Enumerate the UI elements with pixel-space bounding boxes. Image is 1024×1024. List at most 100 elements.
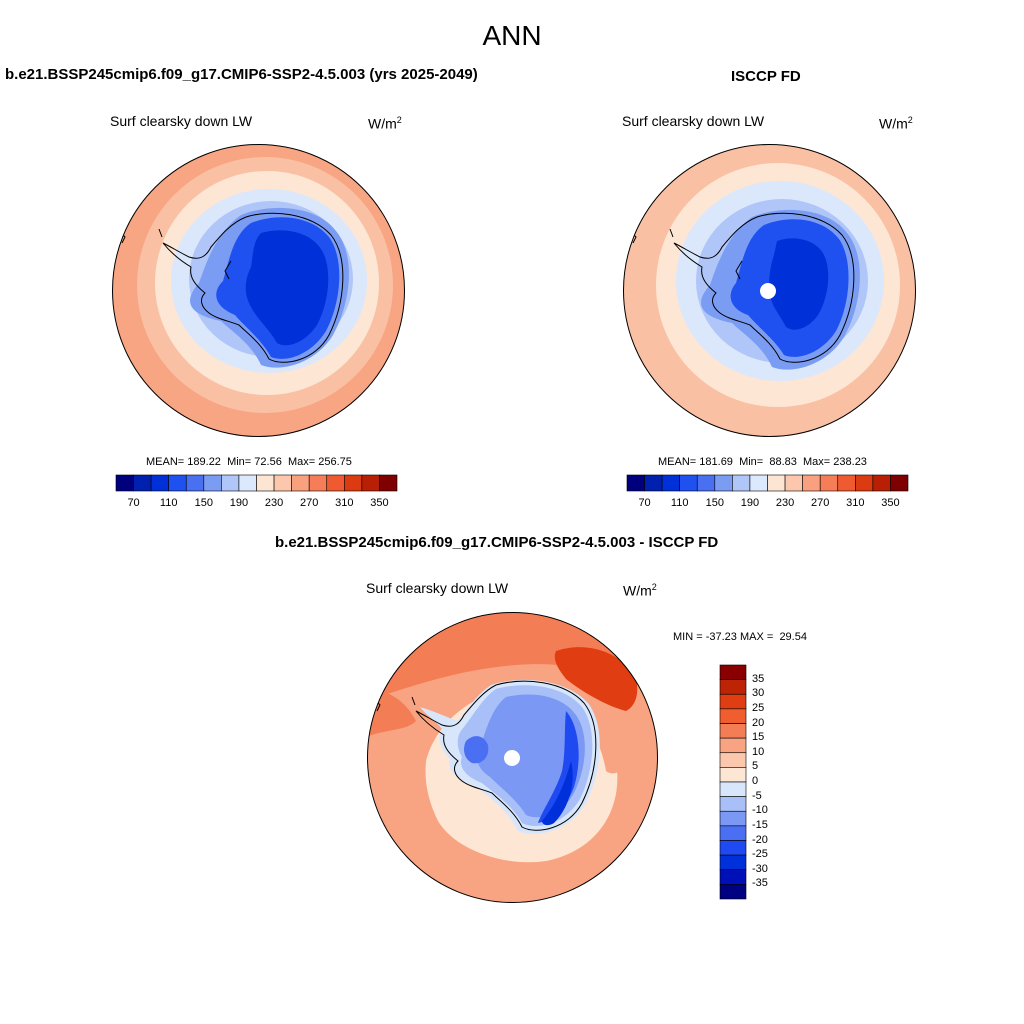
model-stats: MEAN= 189.22 Min= 72.56 Max= 256.75 [146,456,352,468]
obs-colorbar-swatch [749,474,768,492]
diff-stats: MIN = -37.23 MAX = 29.54 [673,631,807,643]
model-colorbar [115,474,398,492]
model-variable-label: Surf clearsky down LW [110,113,253,129]
obs-panel-title: ISCCP FD [731,68,801,85]
obs-colorbar-swatch [819,474,839,492]
diff-colorbar-tick-label: -20 [752,833,768,846]
obs-colorbar-tick-label: 270 [811,497,830,509]
diff-colorbar-swatch [719,810,747,827]
obs-colorbar-tick-label: 350 [881,497,900,509]
obs-colorbar-tick-label: 230 [775,497,795,509]
diff-colorbar-swatch [719,708,747,724]
figure-title: ANN [482,20,542,51]
diff-field-strong-north [367,612,658,701]
diff-polar-map [367,612,658,903]
model-colorbar-swatch [308,474,328,492]
diff-colorbar-swatch [719,869,747,885]
obs-colorbar-swatch [802,474,821,492]
model-colorbar-tick-label: 70 [127,497,140,509]
model-colorbar-swatch [326,474,345,492]
model-colorbar-swatch [238,474,257,492]
obs-colorbar-swatch [837,474,856,492]
diff-units: W/m2 [623,582,657,599]
model-colorbar-swatch [133,474,152,492]
diff-colorbar-swatch [719,840,747,856]
diff-colorbar-tick-label: -5 [752,789,762,802]
model-polar-map [112,144,405,437]
obs-colorbar-swatch [679,474,698,492]
model-colorbar-tick-label: 190 [229,497,249,509]
diff-field-peak-ne [554,647,638,711]
model-colorbar-swatch [361,474,380,492]
obs-field-band-0 [769,238,829,330]
model-colorbar-swatch [203,474,222,492]
obs-colorbar-tick-label: 110 [670,497,689,509]
obs-colorbar-swatch [644,474,663,492]
obs-colorbar-swatch [661,474,680,492]
diff-colorbar-swatch [719,723,747,739]
obs-colorbar-swatch [696,474,716,492]
diff-colorbar-ticks: 35 30 25 20 15 10 5 0 -5 -10 -15 -20 -25 -30 -35 [752,665,792,899]
obs-colorbar-swatch [767,474,786,492]
diff-colorbar [719,664,747,900]
obs-colorbar-swatch [714,474,733,492]
diff-field-band-neg20 [464,736,489,764]
model-colorbar-ticks: 70 110 150 190 230 270 310 350 [116,497,397,511]
obs-colorbar-tick-label: 310 [846,497,865,509]
diff-colorbar-tick-label: 35 [752,672,765,685]
model-colorbar-swatch [221,474,240,492]
obs-colorbar-swatch [872,474,891,492]
model-field-band-0 [245,230,329,346]
diff-colorbar-swatch [719,752,747,768]
diff-colorbar-tick-label: -10 [752,804,768,817]
diff-colorbar-tick-label: 30 [752,687,765,700]
obs-colorbar-swatch [855,474,874,492]
model-colorbar-swatch [291,474,310,492]
diff-colorbar-swatch [719,693,747,710]
obs-units: W/m2 [879,115,913,132]
obs-stats: MEAN= 181.69 Min= 88.83 Max= 238.23 [658,456,867,468]
obs-colorbar-tick-label: 190 [740,497,760,509]
diff-missing-pole [504,750,520,766]
obs-polar-map [623,144,916,437]
diff-colorbar-swatch [719,825,747,841]
model-colorbar-tick-label: 230 [264,497,284,509]
model-coastline [162,212,344,363]
diff-colorbar-swatch [719,664,747,680]
model-colorbar-swatch [273,474,292,492]
diff-colorbar-swatch [719,679,747,695]
model-colorbar-swatch [150,474,169,492]
model-colorbar-tick-label: 350 [370,497,389,509]
model-colorbar-swatch [256,474,275,492]
diff-colorbar-tick-label: 20 [752,716,765,729]
obs-colorbar-swatch [890,474,909,492]
diff-panel-title: b.e21.BSSP245cmip6.f09_g17.CMIP6-SSP2-4.… [275,534,719,551]
diff-colorbar-swatch [719,854,747,871]
diff-colorbar-tick-label: -30 [752,862,768,875]
model-colorbar-swatch [115,474,134,492]
model-units: W/m2 [368,115,402,132]
diff-colorbar-tick-label: 25 [752,701,765,714]
diff-colorbar-tick-label: -35 [752,877,768,890]
model-colorbar-tick-label: 150 [194,497,213,509]
model-colorbar-tick-label: 110 [159,497,178,509]
model-colorbar-tick-label: 310 [335,497,354,509]
obs-missing-pole [760,283,776,299]
diff-colorbar-tick-label: 0 [752,775,759,787]
model-colorbar-swatch [379,474,398,492]
diff-colorbar-tick-label: 10 [752,745,765,758]
diff-coastline [415,680,597,831]
diff-colorbar-tick-label: 5 [752,760,759,773]
obs-coastline [673,212,855,363]
model-colorbar-swatch [168,474,187,492]
model-colorbar-swatch [344,474,363,492]
model-colorbar-tick-label: 270 [300,497,319,509]
obs-colorbar-tick-label: 70 [638,497,651,509]
diff-colorbar-swatch [719,767,747,783]
obs-colorbar [626,474,909,492]
diff-colorbar-tick-label: 15 [752,731,765,744]
diff-field-band-neg30 [542,761,573,826]
model-colorbar-swatch [185,474,205,492]
diff-colorbar-swatch [719,884,747,900]
diff-colorbar-swatch [719,781,747,797]
